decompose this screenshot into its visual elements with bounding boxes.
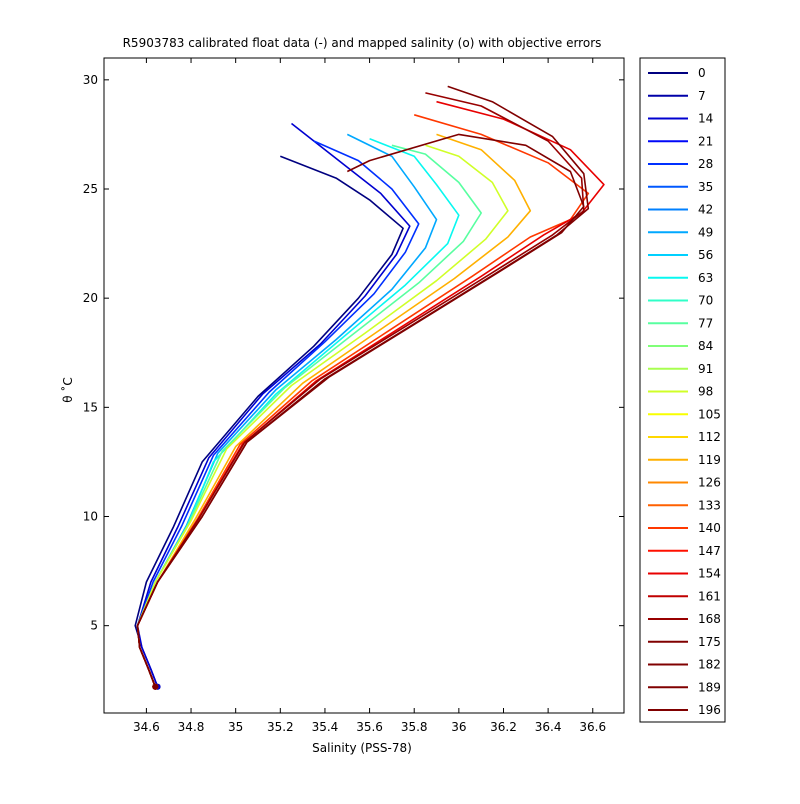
- legend-label: 175: [698, 635, 721, 649]
- legend-item: 175: [648, 635, 721, 649]
- x-tick-label: 36.6: [579, 720, 606, 734]
- legend: 0 7 14 21 28 35 42 49 56 63 70 77 84 91 98 105 112 119 126…: [648, 66, 721, 717]
- legend-label: 147: [698, 544, 721, 558]
- y-tick-label: 20: [83, 291, 98, 305]
- legend-item: 70: [648, 294, 713, 308]
- y-tick-label: 25: [83, 182, 98, 196]
- legend-label: 49: [698, 225, 713, 239]
- legend-item: 21: [648, 134, 713, 148]
- legend-label: 119: [698, 453, 721, 467]
- legend-label: 28: [698, 157, 713, 171]
- legend-item: 189: [648, 680, 721, 694]
- series-line-196: [136, 133, 585, 688]
- legend-item: 154: [648, 567, 721, 581]
- legend-item: 196: [648, 703, 721, 717]
- legend-item: 0: [648, 66, 706, 80]
- legend-item: 91: [648, 362, 713, 376]
- legend-item: 84: [648, 339, 713, 353]
- y-axis-label: θ ˚C: [60, 377, 75, 403]
- legend-item: 28: [648, 157, 713, 171]
- y-axis: 5 10 15 20 25 30: [83, 73, 624, 633]
- legend-label: 112: [698, 430, 721, 444]
- legend-label: 35: [698, 180, 713, 194]
- legend-label: 140: [698, 521, 721, 535]
- x-axis-label: Salinity (PSS-78): [312, 741, 412, 755]
- legend-item: 133: [648, 498, 721, 512]
- legend-item: 98: [648, 385, 713, 399]
- x-tick-label: 36: [451, 720, 466, 734]
- legend-item: 77: [648, 316, 713, 330]
- legend-label: 154: [698, 567, 721, 581]
- legend-label: 98: [698, 385, 713, 399]
- mapped-point-196: [152, 683, 159, 690]
- legend-item: 7: [648, 89, 706, 103]
- legend-item: 42: [648, 203, 713, 217]
- x-tick-label: 34.8: [178, 720, 205, 734]
- legend-label: 161: [698, 589, 721, 603]
- legend-label: 7: [698, 89, 706, 103]
- legend-label: 189: [698, 680, 721, 694]
- legend-item: 182: [648, 658, 721, 672]
- legend-item: 168: [648, 612, 721, 626]
- legend-label: 91: [698, 362, 713, 376]
- legend-item: 112: [648, 430, 721, 444]
- legend-item: 56: [648, 248, 713, 262]
- legend-item: 119: [648, 453, 721, 467]
- legend-item: 35: [648, 180, 713, 194]
- x-tick-label: 35.2: [267, 720, 294, 734]
- y-tick-label: 10: [83, 510, 98, 524]
- legend-label: 84: [698, 339, 713, 353]
- legend-label: 196: [698, 703, 721, 717]
- y-tick-label: 30: [83, 73, 98, 87]
- legend-item: 161: [648, 589, 721, 603]
- legend-label: 14: [698, 112, 713, 126]
- x-tick-label: 35: [228, 720, 243, 734]
- legend-label: 126: [698, 476, 721, 490]
- legend-item: 49: [648, 225, 713, 239]
- chart-title: R5903783 calibrated float data (-) and m…: [123, 36, 602, 50]
- x-tick-label: 35.8: [401, 720, 428, 734]
- legend-label: 56: [698, 248, 713, 262]
- x-tick-label: 34.6: [133, 720, 160, 734]
- plot-lines-group: [134, 85, 605, 690]
- legend-item: 63: [648, 271, 713, 285]
- x-tick-label: 35.4: [312, 720, 339, 734]
- y-tick-label: 5: [90, 619, 98, 633]
- legend-label: 133: [698, 498, 721, 512]
- x-tick-label: 35.6: [356, 720, 383, 734]
- legend-label: 168: [698, 612, 721, 626]
- x-axis: 34.6 34.8 35 35.2 35.4 35.6 35.8 36 36.2 36.4 36.6: [133, 58, 606, 734]
- plot-frame: [103, 57, 625, 714]
- legend-item: 14: [648, 112, 713, 126]
- x-tick-label: 36.2: [490, 720, 517, 734]
- legend-item: 105: [648, 407, 721, 421]
- legend-label: 63: [698, 271, 713, 285]
- legend-label: 21: [698, 134, 713, 148]
- legend-item: 147: [648, 544, 721, 558]
- legend-label: 182: [698, 658, 721, 672]
- legend-item: 126: [648, 476, 721, 490]
- legend-label: 0: [698, 66, 706, 80]
- legend-item: 140: [648, 521, 721, 535]
- legend-label: 105: [698, 407, 721, 421]
- legend-box: [639, 57, 726, 723]
- x-tick-label: 36.4: [535, 720, 562, 734]
- legend-label: 42: [698, 203, 713, 217]
- legend-label: 77: [698, 316, 713, 330]
- y-tick-label: 15: [83, 400, 98, 414]
- series-line-14: [136, 122, 411, 688]
- legend-label: 70: [698, 294, 713, 308]
